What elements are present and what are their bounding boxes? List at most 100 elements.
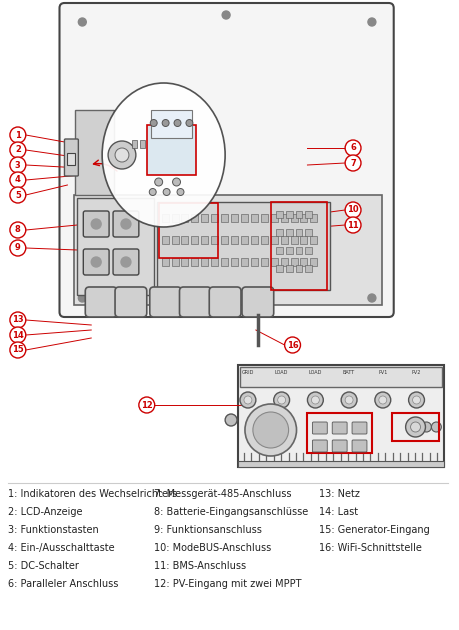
Circle shape <box>378 396 386 404</box>
Bar <box>260 214 267 222</box>
Circle shape <box>367 18 375 26</box>
Bar <box>241 214 247 222</box>
Text: 3: 3 <box>15 161 21 169</box>
Bar <box>260 258 267 266</box>
Circle shape <box>177 188 184 195</box>
Bar <box>230 236 237 244</box>
Bar <box>211 214 218 222</box>
Bar <box>310 236 317 244</box>
Bar <box>230 214 237 222</box>
Text: LOAD: LOAD <box>308 370 321 375</box>
Bar <box>211 236 218 244</box>
Circle shape <box>78 294 86 302</box>
Circle shape <box>284 337 300 353</box>
Circle shape <box>408 392 424 408</box>
Circle shape <box>185 120 192 127</box>
Bar <box>191 214 198 222</box>
Text: 11: 11 <box>347 220 358 229</box>
FancyBboxPatch shape <box>209 287 241 317</box>
Bar <box>221 236 228 244</box>
Text: 9: Funktionsanschluss: 9: Funktionsanschluss <box>153 525 261 535</box>
Circle shape <box>307 392 323 408</box>
FancyBboxPatch shape <box>150 287 181 317</box>
Circle shape <box>344 140 360 156</box>
Circle shape <box>374 392 390 408</box>
Bar <box>132 140 137 148</box>
Text: 5: DC-Schalter: 5: DC-Schalter <box>8 561 78 571</box>
FancyBboxPatch shape <box>241 287 273 317</box>
Circle shape <box>10 222 26 238</box>
Circle shape <box>431 422 440 432</box>
Text: 10: 10 <box>347 205 358 214</box>
Text: 13: Netz: 13: Netz <box>319 489 359 499</box>
Circle shape <box>10 157 26 173</box>
Circle shape <box>367 294 375 302</box>
Bar <box>75 110 114 195</box>
FancyBboxPatch shape <box>83 249 109 275</box>
FancyBboxPatch shape <box>179 287 211 317</box>
Circle shape <box>149 188 156 195</box>
Circle shape <box>344 217 360 233</box>
FancyBboxPatch shape <box>113 249 139 275</box>
Bar <box>290 214 297 222</box>
Bar <box>300 214 307 222</box>
Text: 4: Ein-/Ausschalttaste: 4: Ein-/Ausschalttaste <box>8 543 114 553</box>
Text: 13: 13 <box>12 316 23 324</box>
Bar <box>140 140 145 148</box>
Circle shape <box>243 396 252 404</box>
Bar <box>280 258 287 266</box>
Bar <box>77 198 153 295</box>
FancyBboxPatch shape <box>83 211 109 237</box>
Bar <box>290 236 297 244</box>
Bar <box>307 413 371 453</box>
Bar <box>157 202 330 290</box>
Circle shape <box>311 396 319 404</box>
Text: 5: 5 <box>15 190 21 200</box>
Bar <box>305 229 312 236</box>
Circle shape <box>163 188 170 195</box>
Circle shape <box>410 422 420 432</box>
Circle shape <box>172 178 180 186</box>
Text: 14: Last: 14: Last <box>319 507 358 517</box>
FancyBboxPatch shape <box>115 287 146 317</box>
Circle shape <box>273 392 289 408</box>
Circle shape <box>344 202 360 218</box>
Circle shape <box>344 155 360 171</box>
Text: 16: 16 <box>286 340 298 350</box>
Circle shape <box>344 396 353 404</box>
Bar <box>250 258 257 266</box>
Bar <box>270 236 277 244</box>
Bar <box>171 236 178 244</box>
Text: 7: 7 <box>349 159 355 168</box>
Bar <box>151 110 192 138</box>
Bar <box>237 365 443 467</box>
Text: 11: BMS-Anschluss: 11: BMS-Anschluss <box>153 561 245 571</box>
Bar <box>161 258 168 266</box>
Bar <box>67 153 75 165</box>
Bar <box>290 258 297 266</box>
FancyBboxPatch shape <box>312 422 326 434</box>
Bar <box>146 125 196 175</box>
Circle shape <box>10 327 26 343</box>
Circle shape <box>10 172 26 188</box>
FancyBboxPatch shape <box>59 3 393 317</box>
Circle shape <box>150 120 157 127</box>
Text: 7: Messgerät-485-Anschluss: 7: Messgerät-485-Anschluss <box>153 489 291 499</box>
Bar <box>270 202 326 290</box>
Text: 6: 6 <box>349 144 355 152</box>
Circle shape <box>139 397 154 413</box>
Bar <box>74 195 381 305</box>
Text: 12: PV-Eingang mit zwei MPPT: 12: PV-Eingang mit zwei MPPT <box>153 579 301 589</box>
Text: LOAD: LOAD <box>274 370 288 375</box>
Circle shape <box>162 120 169 127</box>
Bar <box>275 265 282 272</box>
Bar <box>280 214 287 222</box>
Circle shape <box>420 422 431 432</box>
Bar <box>181 236 188 244</box>
FancyBboxPatch shape <box>351 440 366 452</box>
Bar <box>295 211 302 218</box>
Text: 16: WiFi-Schnittstelle: 16: WiFi-Schnittstelle <box>319 543 421 553</box>
Bar <box>295 229 302 236</box>
Circle shape <box>174 120 180 127</box>
Circle shape <box>115 148 129 162</box>
